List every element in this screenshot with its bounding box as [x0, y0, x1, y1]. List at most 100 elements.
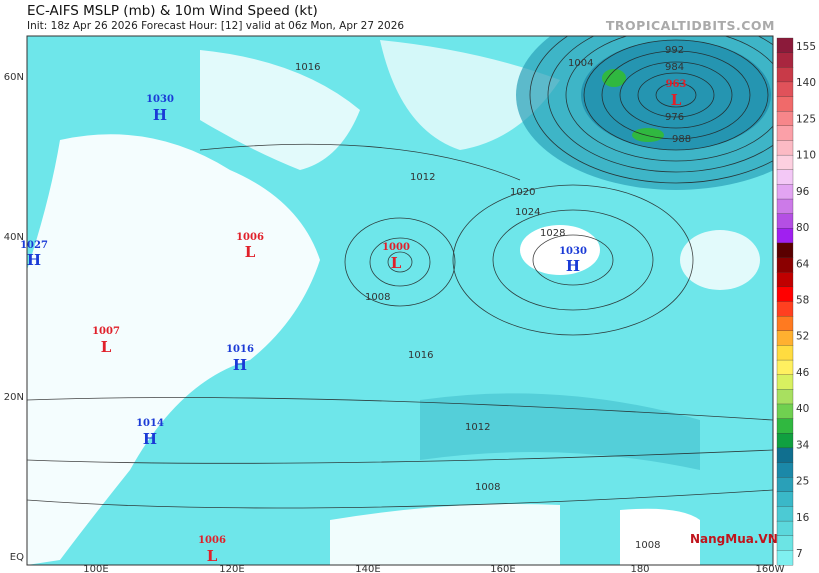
colorbar-swatch — [776, 184, 794, 200]
colorbar-swatch — [776, 242, 794, 259]
colorbar-swatch — [776, 462, 794, 478]
colorbar-swatch — [776, 477, 794, 493]
lat-label: 40N — [4, 232, 24, 243]
colorbar-tick: 52 — [796, 331, 809, 343]
isobar-label: 1012 — [410, 172, 435, 183]
colorbar-tick: 125 — [796, 113, 816, 125]
isobar-label: 1012 — [465, 422, 490, 433]
colorbar-tick: 96 — [796, 186, 810, 198]
colorbar-swatch — [776, 111, 794, 127]
colorbar-tick: 34 — [796, 439, 810, 451]
colorbar-swatch — [776, 447, 794, 463]
colorbar-swatch — [776, 345, 794, 361]
watermark-logo: NangMua.VN — [690, 532, 778, 546]
isobar-label: 1024 — [515, 207, 540, 218]
high-value: 1030 — [146, 94, 174, 105]
high-value: 1014 — [136, 418, 164, 429]
low-value: 1006 — [236, 232, 264, 243]
colorbar-tick: 46 — [796, 367, 810, 379]
colorbar-tick: 155 — [796, 41, 816, 53]
isobar-label: 1004 — [568, 58, 593, 69]
low-value: 1000 — [382, 242, 410, 253]
wind-speed-colorbar — [776, 37, 794, 566]
colorbar-swatch — [776, 389, 794, 405]
colorbar-swatch — [776, 418, 794, 434]
colorbar-tick: 58 — [796, 295, 809, 307]
lat-label: 60N — [4, 72, 24, 83]
colorbar-tick: 140 — [796, 77, 816, 89]
low-marker: L — [671, 91, 682, 109]
colorbar-tick: 25 — [796, 476, 809, 488]
lat-label: EQ — [10, 552, 24, 563]
isobar-label: 1020 — [510, 187, 535, 198]
lon-label: 180 — [630, 564, 649, 573]
colorbar-swatch — [776, 169, 794, 185]
high-marker: H — [143, 430, 157, 448]
colorbar-swatch — [776, 550, 794, 566]
isobar-label: 1008 — [475, 482, 500, 493]
colorbar-swatch — [776, 154, 794, 171]
lon-label: 100E — [83, 564, 108, 573]
colorbar-swatch — [776, 520, 794, 537]
high-marker: H — [233, 356, 247, 374]
colorbar-tick: 110 — [796, 150, 816, 162]
map-area — [27, 36, 773, 565]
colorbar-swatch — [776, 301, 794, 317]
colorbar-swatch — [776, 491, 794, 507]
colorbar-swatch — [776, 257, 794, 273]
map-title: EC-AIFS MSLP (mb) & 10m Wind Speed (kt) — [27, 3, 318, 19]
colorbar-swatch — [776, 359, 794, 376]
colorbar-swatch — [776, 506, 794, 522]
colorbar-swatch — [776, 315, 794, 332]
colorbar-tick: 16 — [796, 512, 810, 524]
colorbar-tick: 80 — [796, 222, 809, 234]
colorbar-tick: 64 — [796, 258, 810, 270]
map-subtitle: Init: 18z Apr 26 2026 Forecast Hour: [12… — [27, 20, 405, 32]
lon-label: 120E — [219, 564, 244, 573]
high-marker: H — [153, 106, 167, 124]
colorbar-tick: 7 — [796, 548, 803, 560]
low-marker: L — [207, 547, 218, 565]
colorbar-swatch — [776, 140, 794, 156]
isobar-label: 1008 — [635, 540, 660, 551]
low-value: 963 — [666, 79, 687, 90]
high-value: 1027 — [20, 240, 48, 251]
isobar-label: 984 — [665, 62, 684, 73]
lon-label: 160E — [490, 564, 515, 573]
colorbar-swatch — [776, 52, 794, 68]
colorbar-swatch — [776, 535, 794, 551]
high-value: 1016 — [226, 344, 254, 355]
high-value: 1030 — [559, 246, 587, 257]
colorbar-swatch — [776, 198, 794, 215]
low-marker: L — [101, 338, 112, 356]
isobar-label: 992 — [665, 45, 684, 56]
colorbar-swatch — [776, 96, 794, 112]
lon-label: 160W — [756, 564, 785, 573]
isobar-label: 1008 — [365, 292, 390, 303]
colorbar-swatch — [776, 37, 794, 54]
colorbar-swatch — [776, 374, 794, 390]
isobar-label: 988 — [672, 134, 691, 145]
colorbar-swatch — [776, 213, 794, 229]
colorbar-swatch — [776, 67, 794, 83]
isobar-label: 1016 — [295, 62, 320, 73]
colorbar-swatch — [776, 286, 794, 302]
isobar-label: 1028 — [540, 228, 565, 239]
colorbar-tick: 40 — [796, 403, 809, 415]
high-marker: H — [27, 251, 41, 269]
colorbar-swatch — [776, 125, 794, 141]
colorbar-swatch — [776, 81, 794, 98]
low-marker: L — [245, 243, 256, 261]
colorbar-swatch — [776, 330, 794, 346]
colorbar-swatch — [776, 433, 794, 449]
colorbar-swatch — [776, 403, 794, 420]
isobar-label: 1016 — [408, 350, 433, 361]
lat-label: 20N — [4, 392, 24, 403]
low-value: 1006 — [198, 535, 226, 546]
colorbar-swatch — [776, 272, 794, 288]
high-marker: H — [566, 257, 580, 275]
lon-label: 140E — [355, 564, 380, 573]
isobar-label: 976 — [665, 112, 684, 123]
low-marker: L — [391, 254, 402, 272]
